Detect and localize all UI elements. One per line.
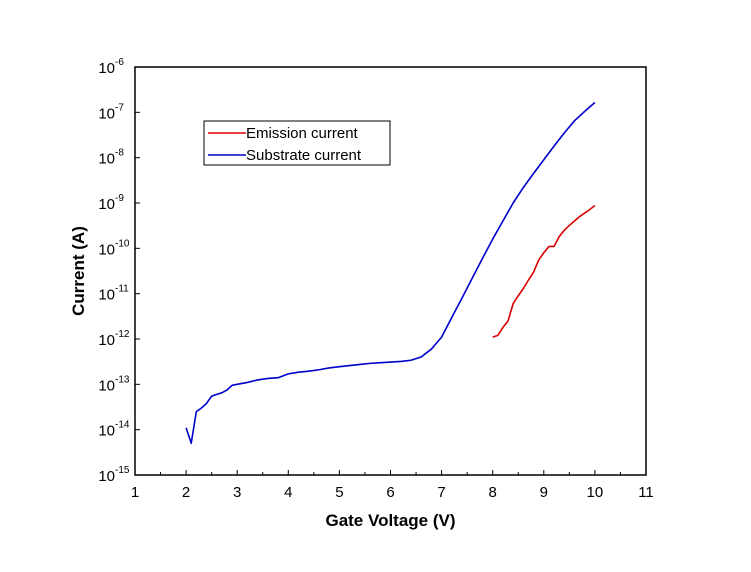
- x-tick-label: 1: [131, 484, 139, 501]
- x-tick-label: 10: [587, 484, 604, 501]
- x-tick-label: 9: [540, 484, 548, 501]
- y-tick-label: 10: [98, 468, 115, 485]
- y-tick-label: 10: [98, 423, 115, 440]
- x-tick-label: 8: [489, 484, 497, 501]
- y-tick-exponent: -12: [115, 329, 130, 340]
- x-axis-title: Gate Voltage (V): [325, 511, 455, 530]
- y-tick-exponent: -13: [115, 374, 130, 385]
- legend: Emission current Substrate current: [203, 120, 391, 166]
- y-axis-title: Current (A): [69, 226, 88, 316]
- series-line-emission: [492, 204, 596, 338]
- legend-label-emission: Emission current: [246, 125, 359, 142]
- x-tick-label: 6: [386, 484, 394, 501]
- y-tick-label: 10: [98, 332, 115, 349]
- series-line-substrate: [185, 101, 596, 445]
- y-tick-exponent: -10: [115, 238, 130, 249]
- x-tick-label: 4: [284, 484, 292, 501]
- legend-label-substrate: Substrate current: [246, 147, 362, 164]
- y-tick-exponent: -11: [115, 284, 129, 295]
- y-tick-label: 10: [98, 105, 115, 122]
- y-tick-exponent: -7: [115, 102, 124, 113]
- y-tick-exponent: -6: [115, 57, 124, 68]
- x-tick-label: 5: [335, 484, 343, 501]
- y-tick-exponent: -14: [115, 420, 130, 431]
- x-tick-label: 7: [437, 484, 445, 501]
- y-tick-label: 10: [98, 60, 115, 77]
- legend-box: [203, 120, 391, 166]
- y-tick-label: 10: [98, 151, 115, 168]
- y-tick-label: 10: [98, 287, 115, 304]
- y-tick-exponent: -9: [115, 193, 124, 204]
- data-layer: [185, 101, 596, 445]
- y-tick-label: 10: [98, 377, 115, 394]
- y-tick-exponent: -8: [115, 148, 124, 159]
- x-tick-label: 11: [638, 484, 654, 501]
- y-tick-exponent: -15: [115, 465, 130, 476]
- x-tick-label: 2: [182, 484, 190, 501]
- y-tick-label: 10: [98, 196, 115, 213]
- x-tick-label: 3: [233, 484, 241, 501]
- y-tick-label: 10: [98, 241, 115, 258]
